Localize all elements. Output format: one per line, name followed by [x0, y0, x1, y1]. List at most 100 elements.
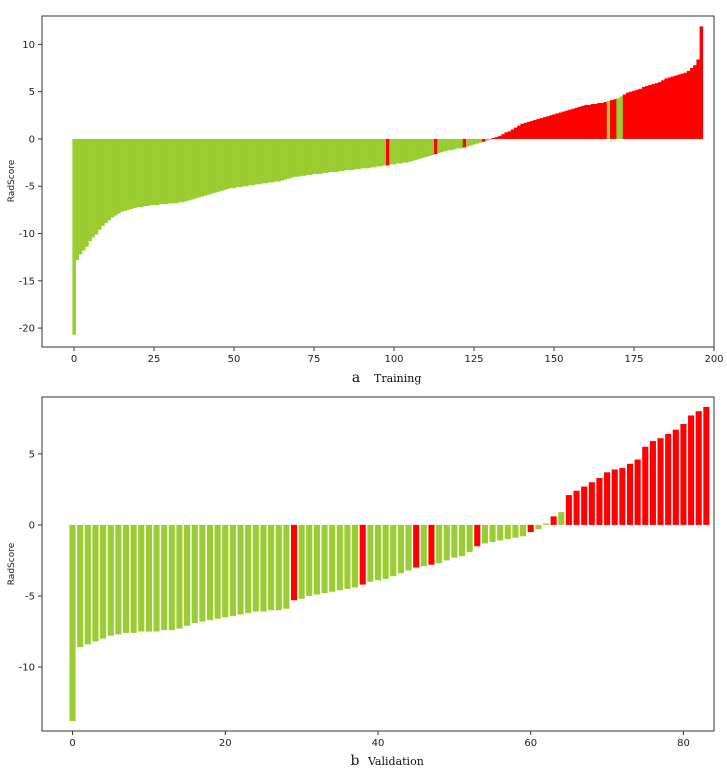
- training-bar: [280, 138, 284, 181]
- training-bar: [325, 138, 329, 173]
- training-bar: [155, 138, 160, 206]
- validation-bar: [428, 524, 435, 565]
- training-bar: [171, 138, 176, 204]
- training-bar: [680, 73, 684, 139]
- training-bar: [210, 138, 214, 194]
- validation-y-tick-label: -5: [25, 591, 35, 602]
- training-bar: [475, 138, 480, 144]
- validation-bar: [626, 463, 634, 525]
- training-bar: [152, 138, 156, 206]
- training-bar: [507, 131, 512, 139]
- validation-bar: [199, 524, 206, 622]
- training-bar: [578, 106, 582, 139]
- validation-bar: [703, 406, 710, 525]
- validation-bar: [413, 524, 420, 568]
- validation-bar: [665, 433, 672, 525]
- training-bar: [456, 138, 460, 149]
- validation-y-tick-label: 5: [29, 449, 35, 460]
- validation-bar: [405, 524, 412, 571]
- training-bar: [222, 138, 227, 191]
- validation-bar: [153, 524, 160, 632]
- validation-bar: [237, 524, 244, 615]
- validation-bar: [604, 472, 611, 525]
- training-bar: [536, 119, 540, 139]
- training-bar: [120, 138, 124, 212]
- training-bar: [510, 129, 515, 139]
- validation-bar: [466, 524, 473, 552]
- validation-bar: [69, 524, 76, 722]
- training-bar: [114, 138, 118, 216]
- training-bar: [523, 122, 528, 139]
- training-bar: [258, 138, 262, 185]
- training-bar: [651, 84, 656, 139]
- training-bar: [402, 138, 406, 163]
- training-bar: [619, 96, 624, 139]
- training-bar: [440, 138, 444, 153]
- training-bar: [622, 94, 627, 139]
- training-x-tick-label: 75: [308, 354, 321, 365]
- training-bar: [318, 138, 323, 174]
- training-y-tick-label: -20: [19, 324, 35, 335]
- training-bar: [594, 103, 598, 139]
- training-bar: [328, 138, 332, 173]
- training-bar: [162, 138, 166, 205]
- validation-bar: [275, 524, 282, 611]
- training-bar: [338, 138, 342, 172]
- training-x-axis: 0 25 50 75 100 125 150 175 200: [71, 347, 724, 365]
- training-bar: [648, 85, 652, 139]
- training-bar: [392, 138, 396, 165]
- validation-bar: [374, 524, 382, 581]
- validation-bar: [558, 512, 565, 525]
- training-bar: [674, 75, 678, 139]
- training-bar: [472, 138, 476, 145]
- training-x-tick-label: 200: [704, 354, 723, 365]
- training-bar: [408, 138, 412, 162]
- validation-bar: [77, 524, 84, 648]
- training-bar: [504, 132, 508, 139]
- validation-bar: [481, 524, 488, 544]
- training-bar: [398, 138, 403, 164]
- training-bar: [414, 138, 419, 160]
- training-bar: [549, 115, 553, 139]
- validation-bar: [397, 524, 404, 574]
- training-bar: [626, 92, 630, 139]
- training-bar: [194, 138, 198, 199]
- training-bar: [654, 83, 659, 139]
- training-bar: [395, 138, 400, 164]
- training-bar: [514, 127, 518, 139]
- validation-bar: [642, 446, 649, 525]
- training-bar: [386, 138, 390, 166]
- validation-y-axis: -10 -5 0 5: [19, 449, 42, 674]
- validation-bar: [535, 524, 542, 530]
- training-bar: [187, 138, 192, 201]
- training-bar: [686, 70, 691, 139]
- validation-bar: [336, 524, 343, 591]
- training-x-tick-label: 100: [384, 354, 403, 365]
- validation-chart: 0 20 40 60 80 -10 -5 0 5 RadScore b Validation: [7, 396, 715, 769]
- training-bar: [312, 138, 316, 174]
- validation-bar: [145, 524, 152, 632]
- validation-bar: [565, 495, 572, 525]
- validation-bar: [489, 524, 496, 542]
- training-bar: [638, 88, 643, 139]
- training-bar: [635, 89, 640, 139]
- validation-bar: [474, 524, 481, 547]
- training-bar: [203, 138, 208, 196]
- training-x-tick-label: 0: [71, 354, 77, 365]
- training-caption-title: Training: [374, 372, 421, 385]
- training-bar: [341, 138, 345, 172]
- training-bar: [146, 138, 150, 207]
- training-bar: [389, 138, 393, 165]
- validation-bar: [290, 524, 298, 601]
- training-bar: [600, 103, 604, 139]
- training-bar: [334, 138, 339, 173]
- training-bar: [168, 138, 172, 204]
- training-bar: [558, 112, 563, 139]
- training-bar: [267, 138, 272, 183]
- training-bar: [552, 114, 556, 139]
- validation-y-tick-label: -10: [19, 663, 35, 674]
- validation-y-axis-label: RadScore: [7, 542, 17, 585]
- training-bar: [133, 138, 137, 208]
- training-bar: [104, 138, 108, 224]
- training-bar: [216, 138, 220, 192]
